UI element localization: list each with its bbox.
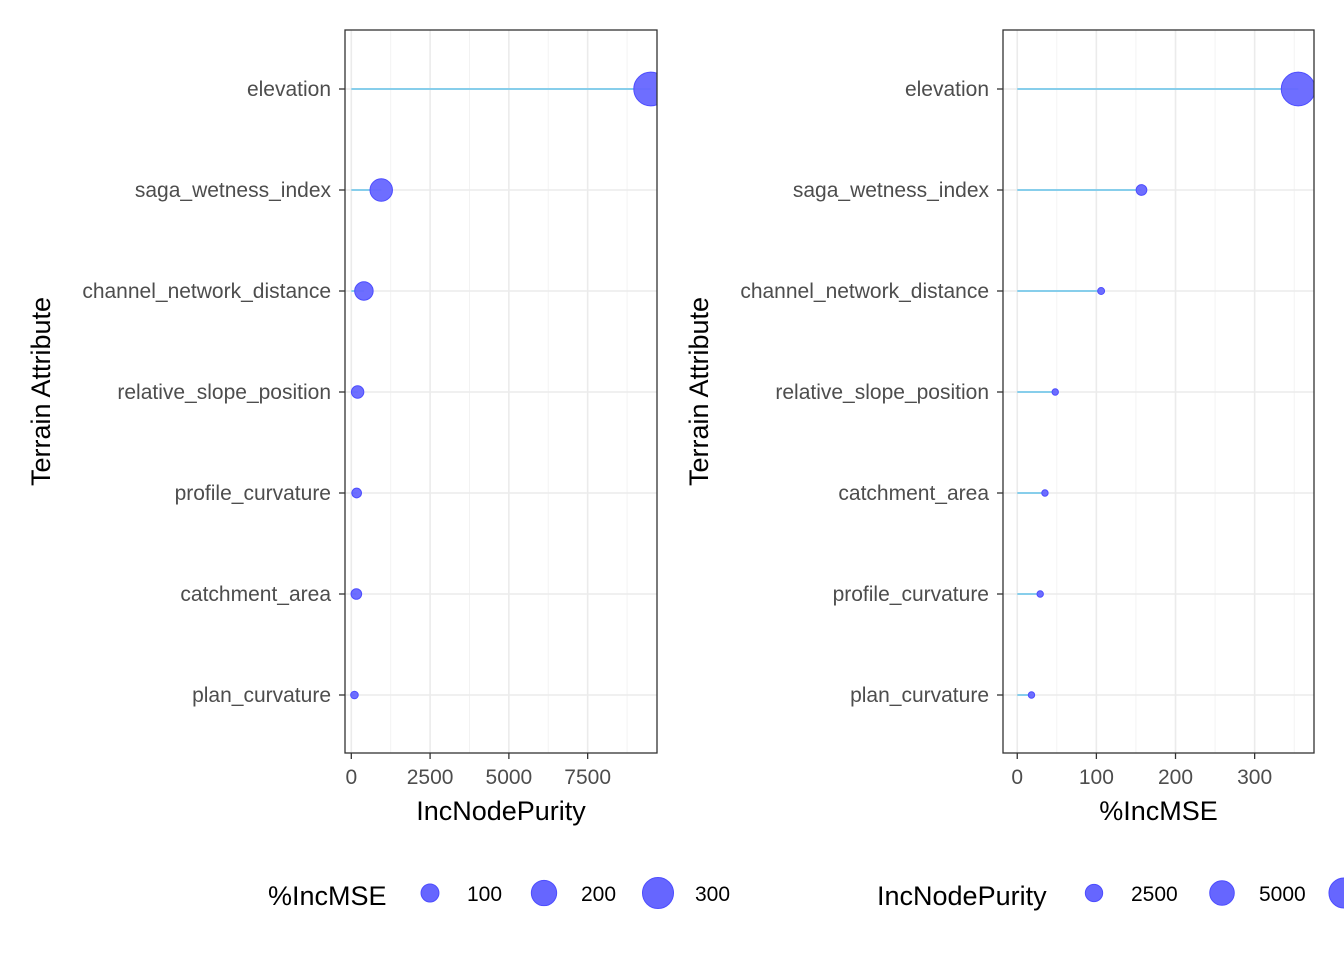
legend-title: IncNodePurity bbox=[877, 881, 1047, 911]
plot-area bbox=[350, 71, 657, 700]
data-point bbox=[1041, 489, 1049, 497]
data-point bbox=[350, 588, 363, 600]
y-tick-label: saga_wetness_index bbox=[135, 179, 332, 202]
y-axis-title: Terrain Attribute bbox=[684, 297, 714, 486]
legend-label: 5000 bbox=[1259, 883, 1306, 906]
y-tick-label: channel_network_distance bbox=[740, 280, 989, 303]
legend-label: 2500 bbox=[1131, 883, 1178, 906]
x-tick-label: 200 bbox=[1158, 766, 1193, 789]
y-axis-title: Terrain Attribute bbox=[26, 297, 56, 486]
x-tick-label: 0 bbox=[1011, 766, 1023, 789]
chart-panel-2: elevation saga_wetness_index channel_netwo… bbox=[684, 29, 1344, 911]
legend-key bbox=[1209, 880, 1235, 906]
legend: %IncMSE 100 200 300 bbox=[268, 876, 730, 911]
data-point bbox=[1036, 590, 1044, 598]
x-axis-title: IncNodePurity bbox=[416, 796, 586, 826]
y-tick-label: profile_curvature bbox=[175, 482, 331, 505]
legend-key bbox=[641, 876, 675, 910]
data-point bbox=[1027, 691, 1036, 699]
plot-area bbox=[1017, 71, 1314, 699]
legend: IncNodePurity 2500 5000 bbox=[877, 877, 1344, 911]
data-point bbox=[1280, 71, 1314, 107]
data-point bbox=[1051, 388, 1059, 396]
legend-label: 200 bbox=[581, 883, 616, 906]
legend-label: 300 bbox=[695, 883, 730, 906]
legend-key bbox=[530, 879, 558, 907]
y-tick-label: elevation bbox=[905, 78, 989, 101]
y-tick-label: profile_curvature bbox=[833, 583, 989, 606]
x-tick-label: 2500 bbox=[407, 766, 454, 789]
legend-key bbox=[1328, 877, 1344, 909]
y-tick-label: catchment_area bbox=[180, 583, 331, 606]
y-tick-label: plan_curvature bbox=[192, 684, 331, 707]
legend-label: 100 bbox=[467, 883, 502, 906]
x-tick-label: 100 bbox=[1079, 766, 1114, 789]
x-tick-label: 0 bbox=[345, 766, 357, 789]
y-tick-label: elevation bbox=[247, 78, 331, 101]
data-point bbox=[1135, 184, 1148, 196]
y-tick-label: relative_slope_position bbox=[775, 381, 989, 404]
data-point bbox=[351, 487, 362, 499]
data-point bbox=[369, 178, 393, 202]
y-tick-label: catchment_area bbox=[838, 482, 989, 505]
data-point bbox=[633, 71, 657, 107]
data-point bbox=[350, 690, 359, 700]
y-tick-label: plan_curvature bbox=[850, 684, 989, 707]
legend-key bbox=[420, 883, 440, 903]
x-tick-label: 300 bbox=[1237, 766, 1272, 789]
y-tick-label: relative_slope_position bbox=[117, 381, 331, 404]
data-point bbox=[354, 281, 374, 301]
y-tick-label: saga_wetness_index bbox=[793, 179, 990, 202]
chart-panel-1: elevation saga_wetness_index channel_netwo… bbox=[26, 29, 730, 911]
legend-title: %IncMSE bbox=[268, 881, 387, 911]
y-tick-label: channel_network_distance bbox=[82, 280, 331, 303]
data-point bbox=[1097, 287, 1106, 295]
legend-key bbox=[1084, 883, 1104, 903]
x-axis-title: %IncMSE bbox=[1099, 796, 1218, 826]
data-point bbox=[350, 385, 365, 399]
x-tick-label: 7500 bbox=[564, 766, 611, 789]
x-tick-label: 5000 bbox=[486, 766, 533, 789]
